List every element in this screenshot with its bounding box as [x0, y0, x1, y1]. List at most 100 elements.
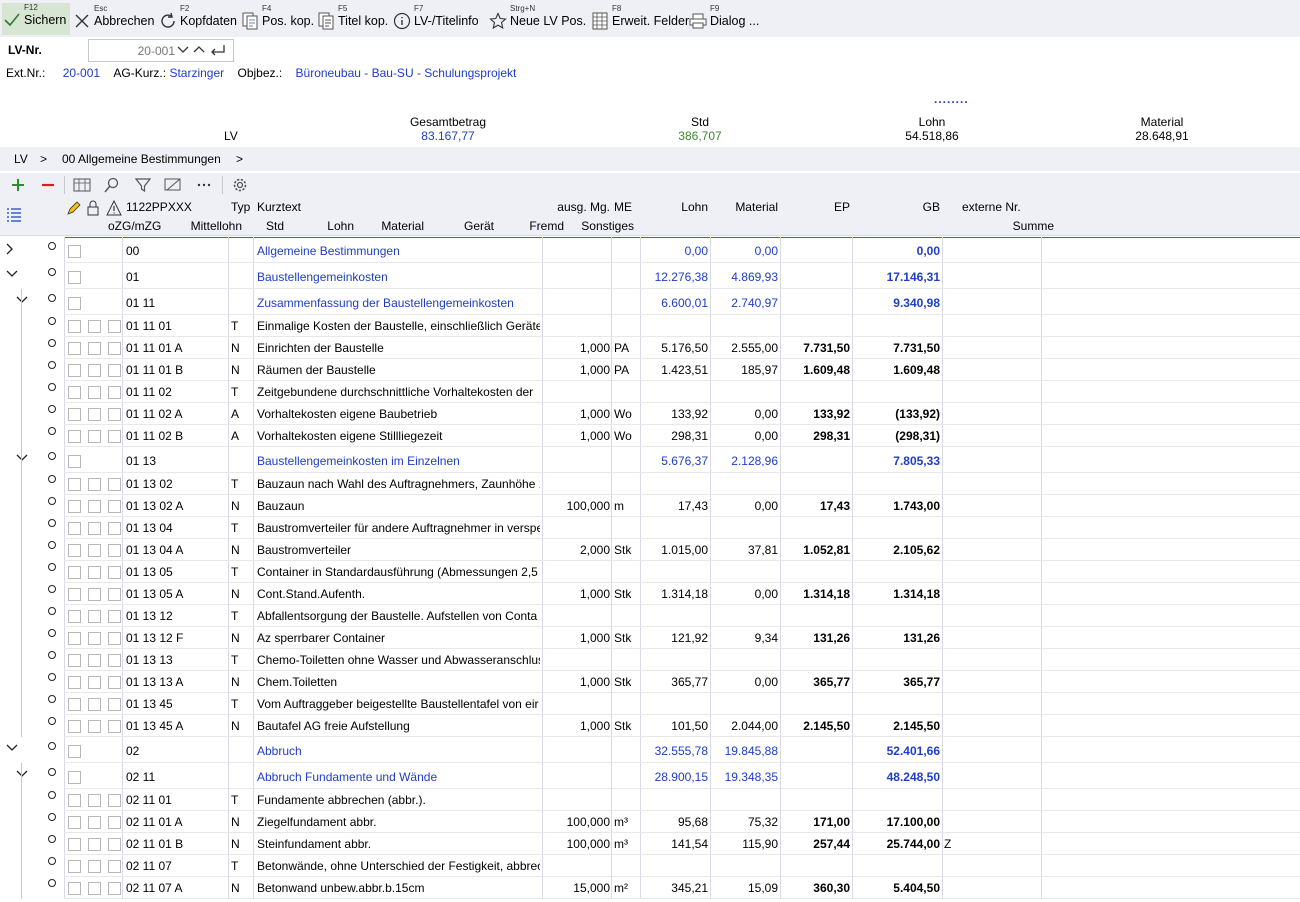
row-checkbox[interactable]: [68, 610, 81, 623]
remove-icon[interactable]: [38, 176, 58, 194]
col-ep[interactable]: EP: [833, 200, 850, 214]
row-checkbox[interactable]: [88, 386, 101, 399]
title-info-button[interactable]: F7 LV-/Titelinfo: [392, 4, 479, 34]
row-checkbox[interactable]: [88, 500, 101, 513]
chevron-down-icon[interactable]: [16, 295, 28, 307]
chevron-down-icon[interactable]: [6, 269, 18, 281]
clear-filter-icon[interactable]: [163, 176, 183, 194]
table-row[interactable]: 01 13 05 A N Cont.Stand.Aufenth. 1,000 Stk 1.…: [0, 583, 1300, 605]
tree-node-icon[interactable]: [48, 405, 56, 413]
table-row[interactable]: 01 Baustellengemeinkosten 12.276,38 4.869,9…: [0, 263, 1300, 289]
col-geraet[interactable]: Gerät: [463, 219, 494, 233]
row-checkbox[interactable]: [68, 342, 81, 355]
table-row[interactable]: 01 11 01 B N Räumen der Baustelle 1,000 PA 1.…: [0, 359, 1300, 381]
row-checkbox[interactable]: [108, 342, 121, 355]
row-checkbox[interactable]: [68, 745, 81, 758]
row-checkbox[interactable]: [68, 500, 81, 513]
edit-lock-warning-icons[interactable]: [66, 199, 122, 219]
col-fremd[interactable]: Fremd: [529, 219, 564, 233]
col-ozg-mzg[interactable]: oZG/mZG: [108, 219, 162, 233]
tree-node-icon[interactable]: [48, 268, 56, 276]
row-checkbox[interactable]: [88, 408, 101, 421]
row-checkbox[interactable]: [88, 342, 101, 355]
row-checkbox[interactable]: [108, 566, 121, 579]
tree-node-icon[interactable]: [48, 768, 56, 776]
table-row[interactable]: 01 13 Baustellengemeinkosten im Einzelnen…: [0, 447, 1300, 473]
row-checkbox[interactable]: [88, 654, 101, 667]
row-checkbox[interactable]: [68, 588, 81, 601]
row-checkbox[interactable]: [108, 386, 121, 399]
tree-node-icon[interactable]: [48, 294, 56, 302]
col-externe-nr[interactable]: externe Nr.: [962, 200, 1021, 214]
row-checkbox[interactable]: [108, 654, 121, 667]
row-checkbox[interactable]: [68, 522, 81, 535]
col-lohn[interactable]: Lohn: [681, 200, 708, 214]
tree-node-icon[interactable]: [48, 361, 56, 369]
row-checkbox[interactable]: [108, 544, 121, 557]
tree-node-icon[interactable]: [48, 629, 56, 637]
row-checkbox[interactable]: [108, 698, 121, 711]
table-row[interactable]: 01 13 02 A N Bauzaun 100,000 m 17,43 0,00 17,43…: [0, 495, 1300, 517]
table-row[interactable]: 02 Abbruch 32.555,78 19.845,88 52.401,66: [0, 737, 1300, 763]
col-summe[interactable]: Summe: [1012, 219, 1054, 233]
ag-value[interactable]: Starzinger: [169, 66, 225, 80]
table-row[interactable]: 01 11 02 A A Vorhaltekosten eigene Baubetr…: [0, 403, 1300, 425]
cancel-button[interactable]: Esc Abbrechen: [72, 4, 154, 34]
tree-node-icon[interactable]: [48, 563, 56, 571]
row-checkbox[interactable]: [88, 522, 101, 535]
tree-node-icon[interactable]: [48, 452, 56, 460]
row-checkbox[interactable]: [68, 794, 81, 807]
table-row[interactable]: 01 11 02 B A Vorhaltekosten eigene Stillli…: [0, 425, 1300, 447]
table-row[interactable]: 02 11 01 B N Steinfundament abbr. 100,000 m³…: [0, 833, 1300, 855]
table-row[interactable]: 01 13 05 T Container in Standardausführung…: [0, 561, 1300, 583]
chevron-down-icon[interactable]: [6, 743, 18, 755]
table-row[interactable]: 00 Allgemeine Bestimmungen 0,00 0,00 0,00: [0, 237, 1300, 263]
col-material-2[interactable]: Material: [381, 219, 424, 233]
row-checkbox[interactable]: [68, 430, 81, 443]
table-row[interactable]: 01 13 04 A N Baustromverteiler 2,000 Stk 1.01…: [0, 539, 1300, 561]
totals-more-dots[interactable]: ........: [934, 92, 969, 106]
tree-node-icon[interactable]: [48, 835, 56, 843]
table-row[interactable]: 01 13 13 A N Chem.Toiletten 1,000 Stk 365,77 0…: [0, 671, 1300, 693]
row-checkbox[interactable]: [88, 544, 101, 557]
tree-node-icon[interactable]: [48, 857, 56, 865]
row-checkbox[interactable]: [88, 720, 101, 733]
row-checkbox[interactable]: [108, 794, 121, 807]
row-checkbox[interactable]: [108, 838, 121, 851]
row-checkbox[interactable]: [68, 882, 81, 895]
copy-position-button[interactable]: F4 Pos. kop.: [240, 4, 314, 34]
row-checkbox[interactable]: [108, 500, 121, 513]
row-checkbox[interactable]: [68, 320, 81, 333]
columns-icon[interactable]: [72, 176, 92, 194]
breadcrumb-root[interactable]: LV: [14, 152, 28, 166]
col-gb[interactable]: GB: [922, 200, 940, 214]
save-button[interactable]: F12 Sichern: [2, 3, 71, 35]
lvnr-input[interactable]: 20-001: [88, 39, 234, 62]
row-checkbox[interactable]: [68, 860, 81, 873]
table-row[interactable]: 01 13 12 F N Az sperrbarer Container 1,000 S…: [0, 627, 1300, 649]
table-row[interactable]: 01 11 02 T Zeitgebundene durchschnittliche…: [0, 381, 1300, 403]
table-row[interactable]: 02 11 01 A N Ziegelfundament abbr. 100,000 m…: [0, 811, 1300, 833]
table-row[interactable]: 01 13 45 T Vom Auftraggeber beigestellte B…: [0, 693, 1300, 715]
table-row[interactable]: 01 11 Zusammenfassung der Baustellengemei…: [0, 289, 1300, 315]
row-checkbox[interactable]: [68, 698, 81, 711]
col-kurztext[interactable]: Kurztext: [257, 200, 302, 214]
row-checkbox[interactable]: [88, 698, 101, 711]
table-row[interactable]: 01 13 02 T Bauzaun nach Wahl des Auftragne…: [0, 473, 1300, 495]
tree-node-icon[interactable]: [48, 497, 56, 505]
row-checkbox[interactable]: [108, 522, 121, 535]
table-row[interactable]: 02 11 Abbruch Fundamente und Wände 28.900,…: [0, 763, 1300, 789]
tree-node-icon[interactable]: [48, 717, 56, 725]
row-checkbox[interactable]: [68, 245, 81, 258]
table-row[interactable]: 01 11 01 T Einmalige Kosten der Baustelle,…: [0, 315, 1300, 337]
col-sonstiges[interactable]: Sonstiges: [581, 219, 634, 233]
col-ausg-mg[interactable]: ausg. Mg.: [557, 200, 610, 214]
row-checkbox[interactable]: [88, 794, 101, 807]
col-mittellohn[interactable]: Mittellohn: [190, 219, 242, 233]
row-checkbox[interactable]: [108, 320, 121, 333]
row-checkbox[interactable]: [108, 430, 121, 443]
list-view-icon[interactable]: [6, 207, 22, 226]
tree-node-icon[interactable]: [48, 475, 56, 483]
table-row[interactable]: 01 13 13 T Chemo-Toiletten ohne Wasser und…: [0, 649, 1300, 671]
table-row[interactable]: 02 11 07 T Betonwände, ohne Unterschied de…: [0, 855, 1300, 877]
